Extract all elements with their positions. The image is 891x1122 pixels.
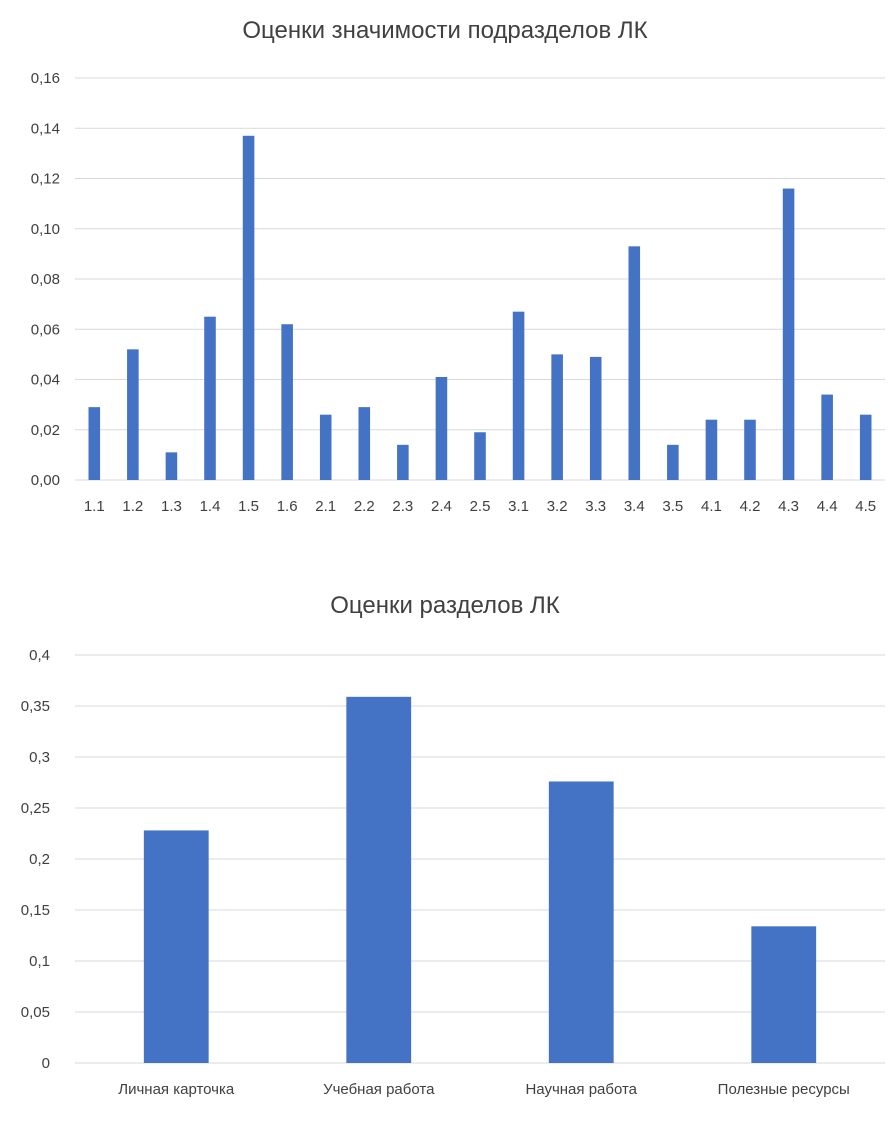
y-tick-label: 0,4 (29, 647, 50, 664)
bar-2.1 (319, 414, 332, 480)
bar-2.3 (397, 444, 409, 480)
x-tick-label: Личная карточка (118, 1081, 235, 1098)
x-tick-label: 2.5 (470, 498, 491, 515)
y-tick-label: 0,2 (29, 851, 50, 868)
x-tick-label: 3.4 (624, 498, 645, 515)
x-tick-label: 1.3 (161, 498, 182, 515)
bar-2.2 (358, 407, 371, 480)
x-tick-label: 3.1 (508, 498, 529, 515)
bar-4.2 (744, 419, 756, 480)
chart-1-y-tick-labels: 0,00 0,02 0,04 0,06 0,08 0,10 0,12 0,14 0,16 (31, 70, 60, 489)
y-tick-label: 0,12 (31, 171, 60, 188)
x-tick-label: 1.4 (200, 498, 221, 515)
bar-4.1 (705, 419, 718, 480)
bar-учебная-работа (346, 696, 412, 1063)
y-tick-label: 0,35 (21, 698, 50, 715)
chart-section-scores: Оценки разделов ЛК 0 0,05 0,1 0,15 0,2 0,25 0,… (21, 592, 885, 1098)
chart-1-gridlines (75, 77, 885, 481)
y-tick-label: 0,14 (31, 120, 60, 137)
bar-научная-работа (548, 781, 614, 1063)
chart-1-title: Оценки значимости подразделов ЛК (242, 17, 647, 44)
y-tick-label: 0,04 (31, 372, 60, 389)
y-tick-label: 0,06 (31, 321, 60, 338)
x-tick-label: 2.1 (315, 498, 336, 515)
bar-1.5 (242, 135, 255, 480)
bar-4.5 (859, 414, 872, 480)
x-tick-label: 3.5 (662, 498, 683, 515)
bar-1.6 (281, 324, 293, 480)
x-tick-label: 1.6 (277, 498, 298, 515)
chart-2-title: Оценки разделов ЛК (330, 592, 560, 619)
y-tick-label: 0,1 (29, 953, 50, 970)
y-tick-label: 0,00 (31, 472, 60, 489)
chart-2-y-tick-labels: 0 0,05 0,1 0,15 0,2 0,25 0,3 0,35 0,4 (21, 647, 50, 1072)
chart-subsection-importance: Оценки значимости подразделов ЛК 0,000,0… (31, 17, 885, 515)
bar-3.5 (667, 444, 679, 480)
y-tick-label: 0 (42, 1055, 50, 1072)
bar-личная-карточка (143, 830, 209, 1063)
x-tick-label: 3.2 (547, 498, 568, 515)
y-tick-label: 0,25 (21, 800, 50, 817)
y-tick-label: 0,3 (29, 749, 50, 766)
bar-1.1 (88, 407, 101, 480)
x-tick-label: 4.1 (701, 498, 722, 515)
chart-2-x-tick-labels: Личная карточка Учебная работа Научная раб… (118, 1081, 850, 1098)
bar-4.4 (821, 394, 833, 480)
chart-1-bars (88, 135, 872, 481)
bar-полезные-ресурсы (751, 926, 817, 1063)
y-tick-label: 0,02 (31, 422, 60, 439)
bar-1.4 (204, 316, 216, 480)
bar-2.4 (435, 376, 448, 480)
x-tick-label: 1.5 (238, 498, 259, 515)
x-tick-label: 4.3 (778, 498, 799, 515)
bar-1.3 (165, 452, 178, 480)
y-tick-label: 0,10 (31, 221, 60, 238)
x-tick-label: 1.2 (122, 498, 143, 515)
y-tick-label: 0,05 (21, 1004, 50, 1021)
bar-3.4 (628, 246, 641, 480)
chart-2-gridlines (75, 654, 885, 1064)
x-tick-label: Научная работа (525, 1081, 637, 1098)
bar-3.2 (551, 354, 563, 480)
bar-3.1 (512, 311, 525, 480)
bar-4.3 (782, 188, 795, 481)
bar-2.5 (474, 432, 486, 480)
y-tick-label: 0,08 (31, 271, 60, 288)
bar-1.2 (127, 349, 139, 480)
x-tick-label: Учебная работа (323, 1081, 435, 1098)
chart-2-bars (143, 696, 817, 1063)
x-tick-label: 1.1 (84, 498, 105, 515)
y-tick-label: 0,16 (31, 70, 60, 87)
x-tick-label: 4.5 (855, 498, 876, 515)
x-tick-label: Полезные ресурсы (718, 1081, 850, 1098)
x-tick-label: 2.4 (431, 498, 452, 515)
x-tick-label: 4.4 (817, 498, 838, 515)
x-tick-label: 2.2 (354, 498, 375, 515)
y-tick-label: 0,15 (21, 902, 50, 919)
x-tick-label: 4.2 (740, 498, 761, 515)
x-tick-label: 3.3 (585, 498, 606, 515)
bar-3.3 (589, 356, 602, 480)
x-tick-label: 2.3 (392, 498, 413, 515)
chart-1-x-tick-labels: 1.1 1.2 1.3 1.4 1.5 1.6 2.1 2.2 2.3 2.4 2.5 3.1 3.2 3… (84, 498, 876, 515)
